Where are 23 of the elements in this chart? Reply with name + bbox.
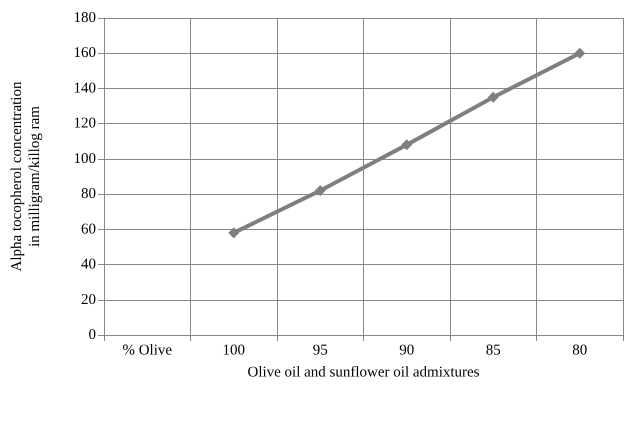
y-tick-label: 160 — [74, 45, 96, 62]
x-tick-label: 90 — [399, 342, 414, 358]
y-tick-label: 20 — [81, 292, 96, 308]
y-axis-title: Alpha tocopherol concentration in milligram/killog ram — [9, 81, 43, 272]
y-tick-label: 120 — [74, 116, 96, 132]
x-axis-title: Olive oil and sunflower oil admixtures — [247, 364, 480, 380]
y-tick-label: 180 — [74, 10, 96, 26]
x-tick-label: 100 — [222, 342, 245, 358]
x-tick-label: % Olive — [122, 342, 172, 358]
x-tick-label: 95 — [312, 342, 328, 358]
y-tick-label: 140 — [74, 80, 96, 96]
y-tick-label: 100 — [74, 150, 96, 167]
y-tick-label: 80 — [81, 186, 96, 202]
point — [228, 227, 240, 238]
x-tick-label: 80 — [572, 342, 588, 358]
y-tick-label: 0 — [88, 327, 96, 343]
point — [314, 185, 326, 196]
point — [488, 92, 499, 103]
point — [401, 139, 412, 150]
point — [574, 48, 586, 59]
x-tick-label: 85 — [486, 342, 501, 358]
y-tick-label: 40 — [81, 256, 96, 273]
y-tick-label: 60 — [81, 221, 96, 238]
